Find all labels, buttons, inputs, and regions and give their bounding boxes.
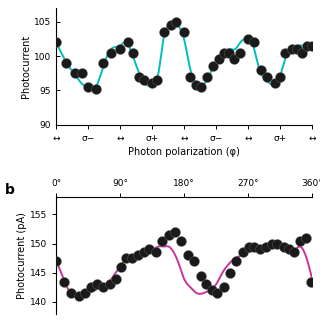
Point xyxy=(93,86,98,92)
Point xyxy=(61,279,66,284)
Point xyxy=(114,276,119,281)
Point xyxy=(107,282,112,287)
Point xyxy=(137,74,142,79)
Point xyxy=(172,229,178,235)
Point xyxy=(275,241,280,246)
Point xyxy=(101,60,106,66)
Point xyxy=(85,84,91,90)
Y-axis label: Photocurrent: Photocurrent xyxy=(21,35,31,98)
Point xyxy=(294,47,299,52)
Point xyxy=(272,81,277,86)
Point xyxy=(198,84,203,90)
Point xyxy=(125,40,130,45)
Point xyxy=(252,40,257,45)
Point xyxy=(69,291,74,296)
Point xyxy=(289,47,294,52)
Point xyxy=(193,82,198,87)
Point xyxy=(166,232,171,237)
Point xyxy=(221,285,226,290)
Point xyxy=(298,238,303,243)
Point xyxy=(281,244,286,249)
Point xyxy=(53,259,59,264)
Point xyxy=(263,244,268,249)
Point xyxy=(283,50,288,55)
Text: b: b xyxy=(5,183,15,197)
Y-axis label: Photocurrent (pA): Photocurrent (pA) xyxy=(17,212,27,299)
Point xyxy=(101,285,106,290)
Point xyxy=(299,50,304,55)
Point xyxy=(265,74,270,79)
Point xyxy=(160,238,165,243)
Point xyxy=(153,250,158,255)
Point xyxy=(211,64,216,69)
Point xyxy=(94,282,100,287)
Point xyxy=(147,247,152,252)
Point xyxy=(161,29,166,35)
Point xyxy=(83,291,88,296)
Point xyxy=(286,247,292,252)
Point xyxy=(238,50,243,55)
Point xyxy=(252,244,257,249)
Point xyxy=(216,57,221,62)
Point xyxy=(228,270,233,275)
Point xyxy=(203,282,208,287)
Point xyxy=(76,293,82,299)
Point xyxy=(210,288,215,293)
Point xyxy=(257,247,262,252)
Point xyxy=(240,250,245,255)
Point xyxy=(277,74,283,79)
Point xyxy=(142,250,147,255)
Point xyxy=(247,244,252,249)
Point xyxy=(308,279,313,284)
Point xyxy=(129,256,134,261)
Point xyxy=(304,43,309,48)
Point xyxy=(174,19,179,24)
Point xyxy=(155,77,160,83)
Point xyxy=(124,256,129,261)
Point xyxy=(258,67,263,72)
Point xyxy=(88,285,93,290)
Point xyxy=(309,43,315,48)
Point xyxy=(73,71,78,76)
X-axis label: Photon polarization (φ): Photon polarization (φ) xyxy=(128,147,240,157)
Point xyxy=(231,57,236,62)
Point xyxy=(169,23,174,28)
Point xyxy=(215,291,220,296)
Point xyxy=(135,253,140,258)
Point xyxy=(245,36,251,41)
Point xyxy=(188,74,193,79)
Point xyxy=(226,50,231,55)
Point xyxy=(64,60,69,66)
Point xyxy=(119,264,124,269)
Point xyxy=(204,74,210,79)
Point xyxy=(53,40,59,45)
Point xyxy=(142,77,147,83)
Point xyxy=(234,259,239,264)
Point xyxy=(198,273,203,278)
Point xyxy=(181,29,187,35)
Point xyxy=(117,47,123,52)
Point xyxy=(292,250,297,255)
Point xyxy=(270,241,275,246)
Point xyxy=(192,259,197,264)
Point xyxy=(221,50,226,55)
Point xyxy=(185,253,190,258)
Point xyxy=(179,238,184,243)
Point xyxy=(149,81,155,86)
Point xyxy=(130,50,135,55)
Point xyxy=(79,71,84,76)
Point xyxy=(108,50,114,55)
Point xyxy=(303,235,308,240)
